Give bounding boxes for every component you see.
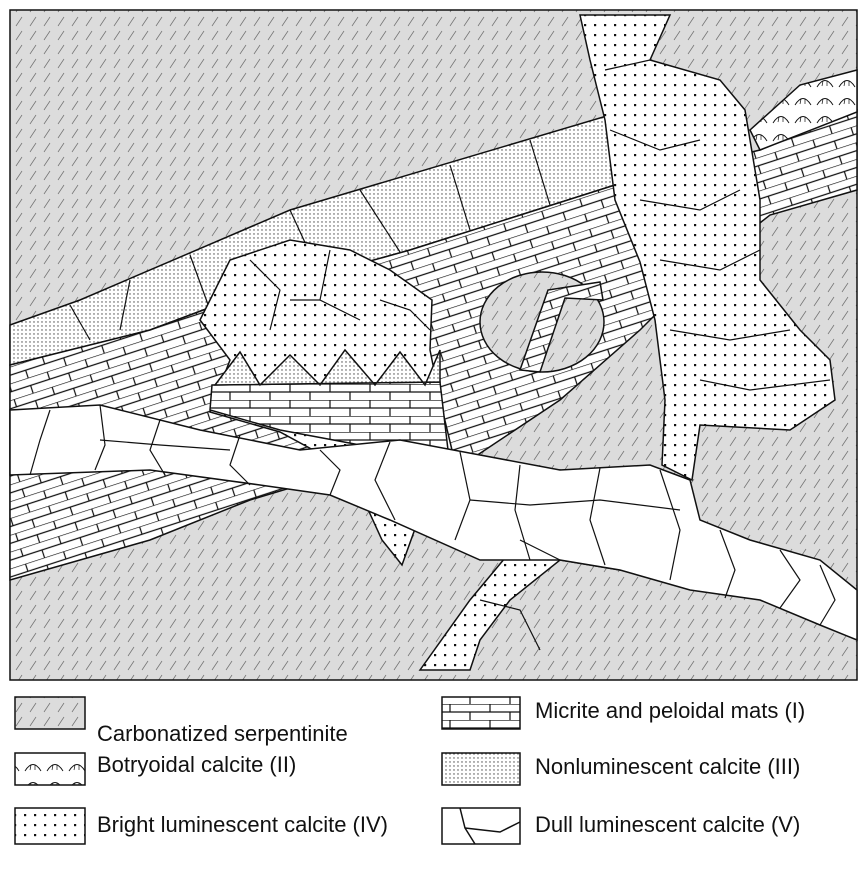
crystal-boundaries <box>29 59 836 651</box>
legend-label: Micrite and peloidal mats (I) <box>535 698 805 723</box>
legend-label: Dull luminescent calcite (V) <box>535 812 800 837</box>
botryoidal-wedge <box>749 69 858 151</box>
legend: Carbonatized serpentinite Micrite and pe… <box>14 696 805 845</box>
legend-swatch <box>14 807 86 845</box>
map <box>9 9 858 681</box>
legend-label: Bright luminescent calcite (IV) <box>97 812 388 837</box>
legend-label: Botryoidal calcite (II) <box>97 752 296 777</box>
nonluminescent-teeth <box>213 348 441 387</box>
legend-label: Nonluminescent calcite (III) <box>535 754 800 779</box>
legend-swatch <box>441 807 521 845</box>
micrite-strip <box>518 281 604 373</box>
bright-vein-upper <box>579 14 836 482</box>
legend-swatch <box>441 752 521 786</box>
legend-swatch <box>441 696 521 730</box>
legend-swatch <box>14 696 86 730</box>
legend-label: Carbonatized serpentinite <box>97 721 348 746</box>
legend-swatch <box>14 752 86 786</box>
dull-band <box>9 404 858 642</box>
